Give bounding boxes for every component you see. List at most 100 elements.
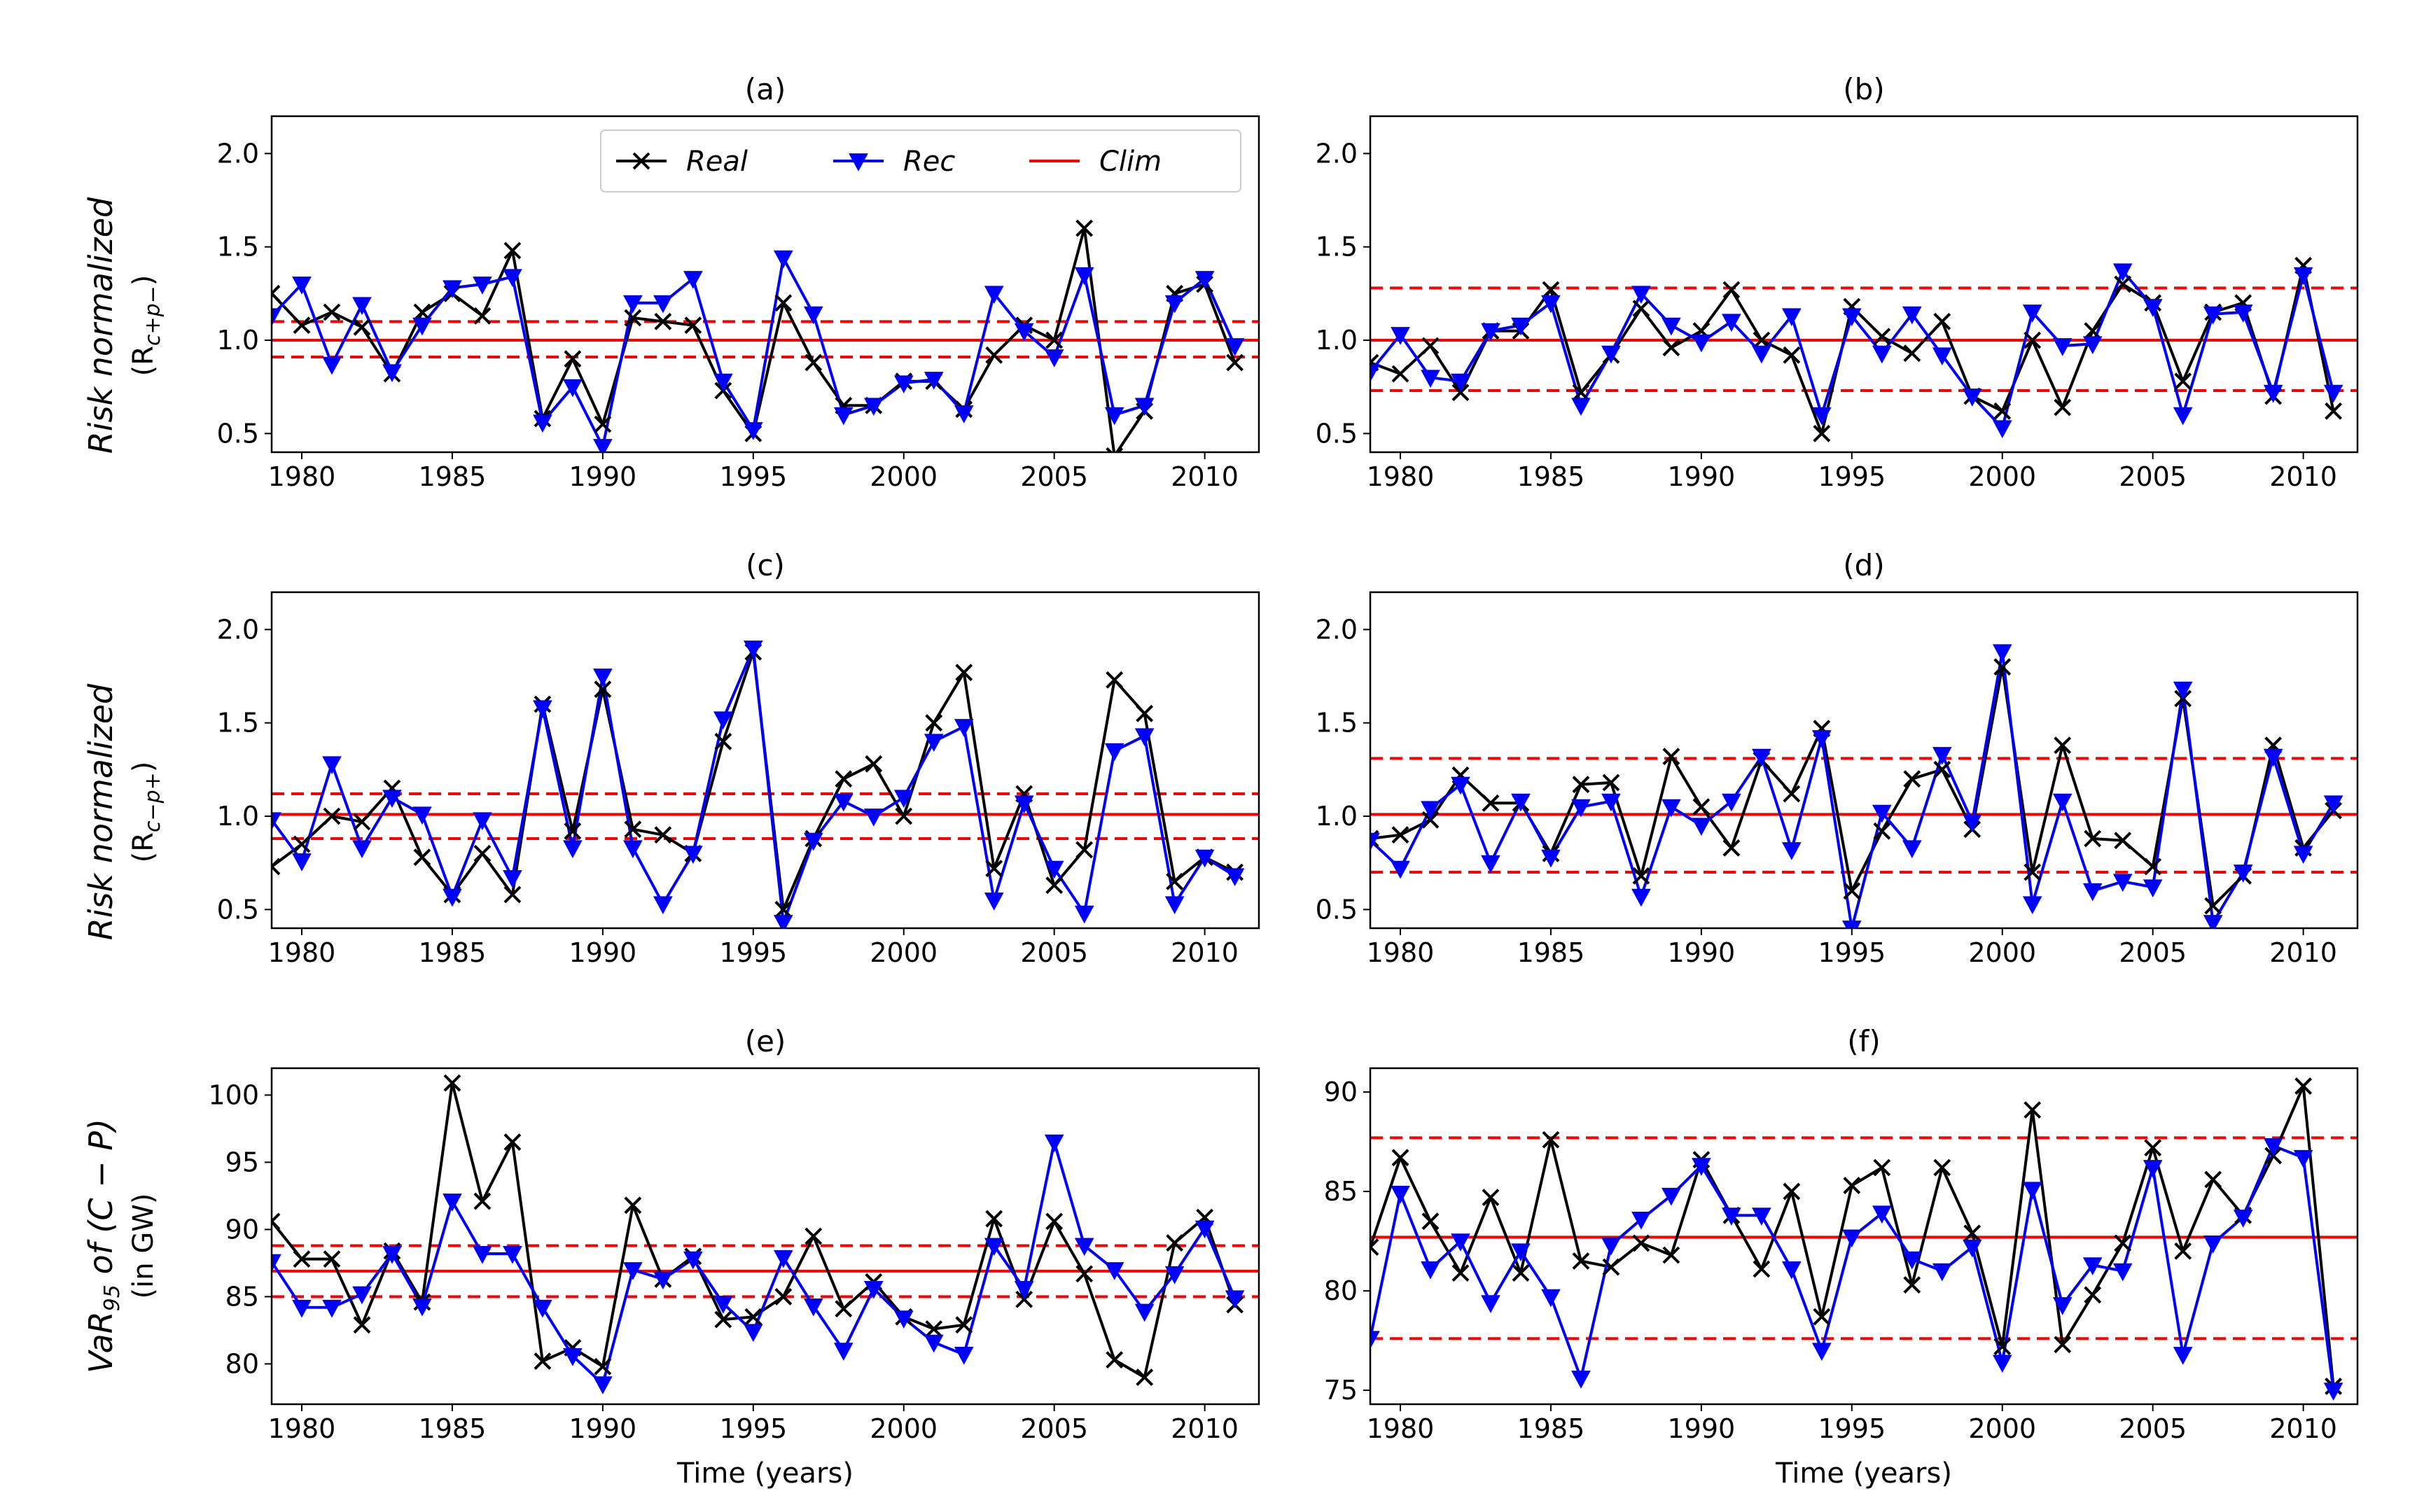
rec-point (2203, 915, 2223, 928)
rec-point (1902, 1251, 1922, 1270)
rec-point (1962, 1239, 1982, 1258)
real-point (1722, 839, 1741, 857)
rec-point (2203, 306, 2223, 325)
real-point (1075, 841, 1094, 859)
x-tick-label: 1995 (1818, 461, 1886, 492)
rec-point (1194, 271, 1215, 289)
rec-point (272, 812, 281, 831)
panel-e-plot (272, 1074, 1259, 1394)
rec-point (1722, 314, 1741, 332)
x-tick-label: 2005 (1020, 1413, 1088, 1444)
real-point (503, 1133, 522, 1152)
real-point (1753, 1260, 1771, 1278)
x-tick-label: 2010 (1171, 461, 1239, 492)
legend-rec-label: Rec (903, 146, 955, 178)
panel-e-frame (270, 1067, 1260, 1406)
rec-point (503, 1246, 522, 1264)
rec-point (2173, 1347, 2193, 1365)
rec-point (863, 398, 884, 416)
x-tick-label: 1985 (1517, 461, 1585, 492)
rec-point (593, 439, 613, 452)
rec-point (2323, 795, 2343, 814)
real-point (2174, 372, 2192, 391)
rec-point (1225, 1290, 1245, 1309)
rec-point (1541, 1289, 1561, 1308)
real-point (353, 813, 371, 831)
rec-point (2293, 846, 2313, 864)
rec-point (773, 250, 793, 269)
real-point (1542, 1130, 1560, 1149)
rec-point (1014, 323, 1034, 342)
real-point (925, 714, 943, 732)
y-tick-label: 1.0 (1316, 325, 1358, 356)
real-point (1602, 774, 1620, 792)
real-point (1106, 447, 1124, 452)
panel-c: (c) 1980 1985 1990 1995 2000 2005 2010 0.5 1.0 1.5… (217, 548, 1260, 968)
rec-point (984, 892, 1004, 911)
real-point (2054, 398, 2072, 416)
real-point (1482, 1189, 1500, 1207)
x-tick-label: 1985 (1517, 937, 1585, 968)
x-tick-label: 2010 (2269, 937, 2337, 968)
rec-point (1811, 407, 1832, 426)
rec-point (1421, 370, 1440, 388)
real-point (473, 307, 492, 325)
x-tick-label: 1985 (1517, 1413, 1585, 1444)
rec-point (1662, 1187, 1681, 1206)
real-point (534, 1352, 552, 1370)
real-point (1045, 876, 1064, 895)
real-point (353, 1316, 371, 1334)
real-point (2204, 1170, 2222, 1189)
real-point (293, 316, 311, 335)
rec-point (2082, 883, 2103, 902)
panel-f: (f) 1980 1985 1990 1995 2000 2005 2010 75 80 85 90 T… (1324, 1024, 2359, 1490)
y-tick-label: 1.0 (1316, 801, 1358, 832)
x-tick-label: 1980 (268, 937, 336, 968)
rec-point (2173, 681, 2193, 700)
rec-point (503, 870, 522, 888)
rec-point (1962, 814, 1982, 832)
real-point (2204, 897, 2222, 915)
rec-point (743, 1324, 763, 1343)
real-point (1572, 384, 1590, 402)
rec-point (2203, 1236, 2223, 1254)
rec-point (593, 668, 613, 687)
rec-point (473, 276, 492, 295)
rec-point (1164, 1266, 1185, 1284)
rec-point (833, 793, 854, 812)
rec-point (1841, 920, 1862, 928)
rec-point (1811, 1343, 1832, 1362)
rec-point (2263, 748, 2283, 767)
real-point (1993, 402, 2012, 420)
real-point (1662, 339, 1680, 357)
real-point (564, 350, 582, 368)
rec-point (1992, 644, 2012, 663)
rec-point (1571, 1371, 1591, 1389)
rec-point (322, 1299, 342, 1318)
rec-point (443, 280, 462, 299)
rec-point (1932, 347, 1952, 366)
rec-point (1541, 849, 1561, 868)
real-point (1045, 1212, 1064, 1231)
real-point (2054, 736, 2072, 755)
real-point (714, 1310, 732, 1329)
rec-point (2022, 1182, 2042, 1200)
x-tick-label: 2010 (2269, 1413, 2337, 1444)
rec-point (833, 407, 854, 426)
real-point (714, 732, 732, 750)
y-tick-label: 1.5 (217, 708, 259, 738)
real-point (293, 1250, 311, 1268)
rec-point (1872, 804, 1892, 823)
x-tick-label: 2005 (2119, 1413, 2187, 1444)
rec-point (1781, 308, 1802, 327)
x-tick-label: 2005 (2119, 461, 2187, 492)
x-tick-label: 1990 (1668, 1413, 1736, 1444)
real-point (2084, 322, 2102, 340)
rec-point (1225, 338, 1245, 356)
panel-c-plot (272, 640, 1259, 928)
rec-point (713, 1296, 733, 1314)
x-tick-label: 1995 (719, 937, 787, 968)
rec-point (2112, 1263, 2133, 1282)
x-tick-label: 1980 (268, 461, 336, 492)
real-point (473, 1192, 492, 1210)
